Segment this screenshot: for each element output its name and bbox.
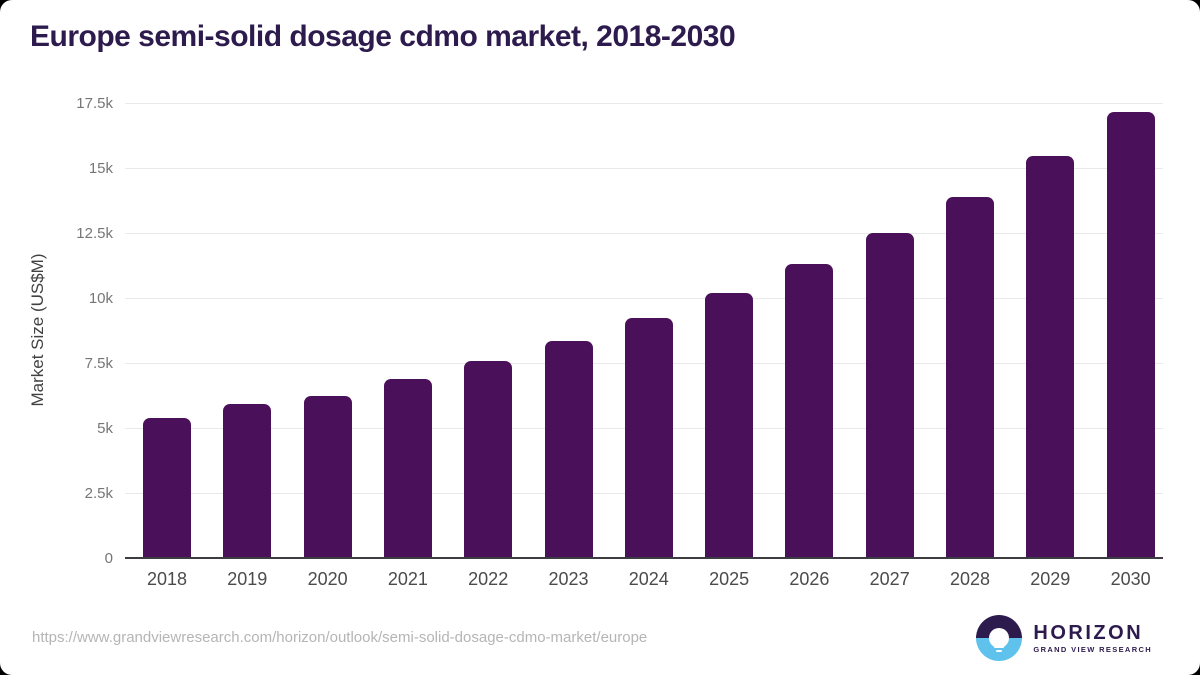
y-tick-label: 2.5k: [84, 484, 113, 502]
wave-line: [994, 646, 1005, 648]
x-tick-label-2018: 2018: [146, 569, 188, 589]
bar-2018[interactable]: [143, 418, 191, 558]
y-tick-label: 7.5k: [84, 354, 113, 372]
logo-text: HORIZON GRAND VIEW RESEARCH: [1033, 622, 1152, 654]
y-tick-label: 10k: [88, 289, 113, 307]
chart-title: Europe semi-solid dosage cdmo market, 20…: [30, 20, 736, 53]
x-tick-label-2025: 2025: [709, 569, 750, 589]
wave-line: [992, 642, 1007, 644]
footer: https://www.grandviewresearch.com/horizo…: [0, 605, 1200, 675]
source-url: https://www.grandviewresearch.com/horizo…: [32, 629, 648, 646]
logo-subtitle: GRAND VIEW RESEARCH: [1033, 645, 1152, 654]
x-tick-label-2030: 2030: [1110, 569, 1151, 589]
x-tick-label-2019: 2019: [227, 569, 268, 589]
bar-2027[interactable]: [865, 232, 914, 558]
bar-2023[interactable]: [544, 340, 593, 558]
x-tick-label-2020: 2020: [307, 569, 348, 589]
bar-2020[interactable]: [303, 395, 352, 558]
bar-2029[interactable]: [1026, 156, 1075, 558]
logo-sky-half: [976, 615, 1023, 638]
gridline-10k: [125, 297, 1163, 299]
logo-sea-half: [976, 638, 1023, 661]
y-tick-label: 15k: [88, 159, 113, 177]
x-tick-label-2026: 2026: [789, 569, 830, 589]
x-tick-label-2024: 2024: [628, 569, 669, 589]
wave-line: [996, 650, 1003, 652]
y-tick-label: 0: [104, 549, 113, 567]
bar-2025[interactable]: [705, 293, 754, 558]
bar-2028[interactable]: [946, 197, 994, 558]
bar-2024[interactable]: [624, 318, 673, 558]
x-tick-label-2029: 2029: [1030, 569, 1071, 589]
y-tick-label: 17.5k: [76, 94, 113, 112]
bar-2021[interactable]: [383, 379, 432, 558]
gridline-15k: [125, 167, 1163, 169]
x-tick-label-2022: 2022: [468, 569, 509, 589]
x-tick-label-2023: 2023: [548, 569, 589, 589]
horizon-logo-icon: [976, 615, 1023, 661]
x-axis-line: [125, 557, 1163, 559]
bar-2026[interactable]: [785, 263, 834, 558]
gridline-17.5k: [125, 102, 1163, 104]
logo-brand: HORIZON: [1033, 622, 1144, 644]
x-tick-label-2028: 2028: [949, 569, 991, 589]
y-axis-title: Market Size (US$M): [28, 253, 47, 407]
bar-2019[interactable]: [223, 404, 272, 558]
y-tick-label: 5k: [97, 419, 113, 437]
y-tick-label: 12.5k: [76, 224, 113, 242]
bar-2030[interactable]: [1106, 111, 1155, 558]
x-tick-label-2021: 2021: [387, 569, 428, 589]
x-tick-label-2027: 2027: [869, 569, 910, 589]
gridline-12.5k: [125, 232, 1163, 234]
horizon-logo: HORIZON GRAND VIEW RESEARCH: [976, 615, 1152, 661]
bar-2022[interactable]: [464, 360, 513, 558]
